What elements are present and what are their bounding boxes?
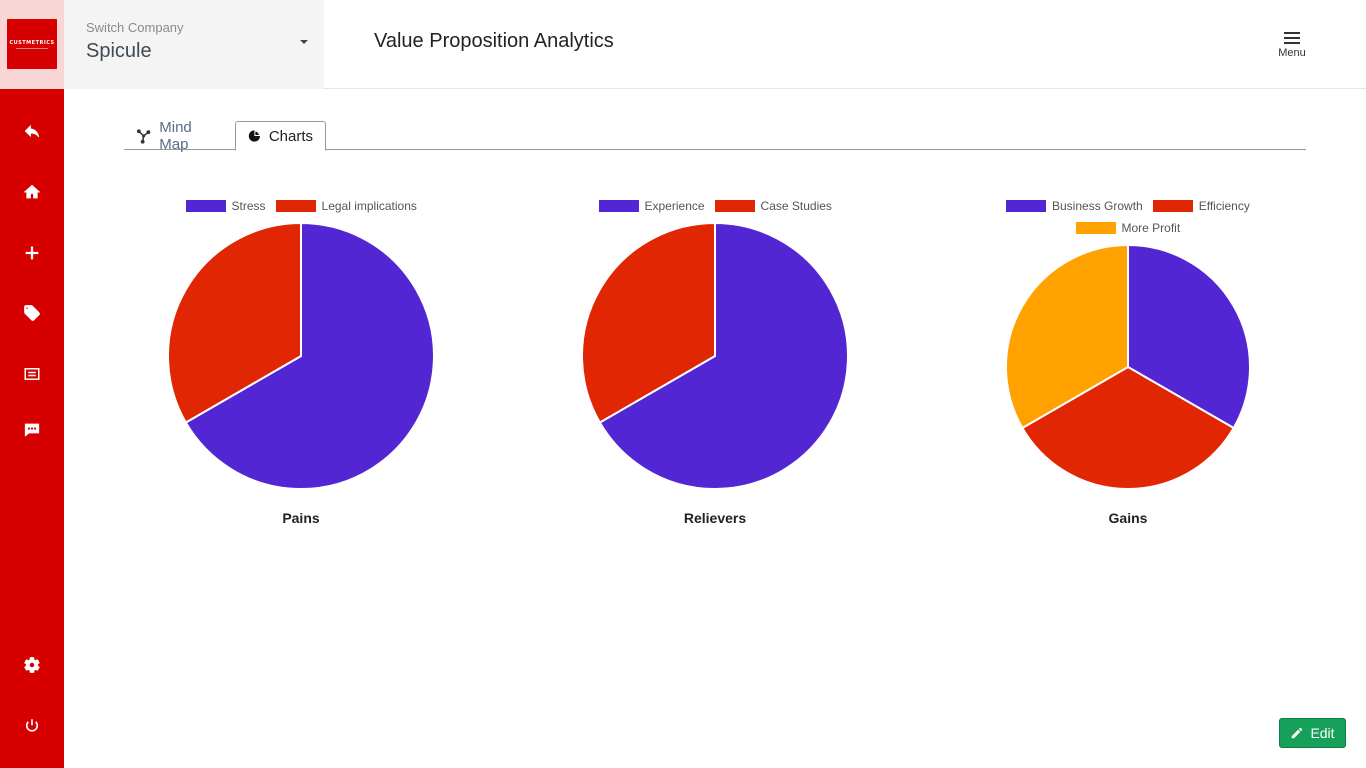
pie-chart-icon: [248, 130, 261, 142]
relievers-chart-title: Relievers: [683, 510, 747, 526]
relievers-slice-experience[interactable]: [598, 221, 849, 490]
menu-button[interactable]: Menu: [1272, 28, 1312, 68]
relievers-legend: Experience Case Studies: [598, 199, 832, 213]
tab-mind-map-label: Mind Map: [159, 118, 192, 153]
pencil-icon: [1292, 727, 1303, 739]
pains-pie-chart: [167, 221, 435, 490]
menu-label: Menu: [1278, 47, 1306, 59]
header: Value Proposition Analytics Menu: [324, 0, 1366, 89]
legend-label: Experience: [644, 199, 705, 213]
legend-swatch: [1006, 200, 1046, 212]
legend-swatch: [714, 200, 755, 212]
tag-icon[interactable]: [16, 297, 48, 329]
company-switcher[interactable]: Switch Company Spicule: [64, 0, 324, 89]
relievers-legend-item[interactable]: Case Studies: [714, 199, 832, 213]
gains-legend: Business Growth Efficiency: [1006, 199, 1250, 213]
document-icon[interactable]: [16, 358, 48, 390]
company-name: Spicule: [86, 40, 152, 62]
page-title: Value Proposition Analytics: [374, 30, 614, 52]
gains-slice-business-growth[interactable]: [1127, 243, 1251, 430]
tab-mind-map[interactable]: Mind Map: [124, 118, 234, 153]
home-icon[interactable]: [16, 176, 48, 208]
plus-icon[interactable]: [16, 237, 48, 269]
gains-legend: More Profit: [1075, 221, 1181, 235]
legend-swatch: [1152, 200, 1193, 212]
legend-label: Efficiency: [1198, 199, 1250, 213]
logo-container: CUSTMETRICS: [0, 0, 64, 89]
legend-label: More Profit: [1121, 221, 1181, 235]
legend-label: Business Growth: [1052, 199, 1143, 213]
chat-icon[interactable]: [16, 414, 48, 446]
power-icon[interactable]: [16, 710, 48, 742]
gains-legend-item[interactable]: Business Growth: [1006, 199, 1143, 213]
pains-legend-item[interactable]: Stress: [185, 199, 266, 213]
logo[interactable]: CUSTMETRICS: [7, 19, 57, 69]
pains-slice-stress[interactable]: [184, 221, 435, 490]
legend-label: Legal implications: [321, 199, 417, 213]
legend-swatch: [1075, 222, 1116, 234]
tab-bar: Mind Map Charts: [124, 118, 1306, 153]
legend-swatch: [185, 200, 226, 212]
gear-icon[interactable]: [16, 649, 48, 681]
edit-label: Edit: [1310, 725, 1335, 741]
legend-swatch: [598, 200, 639, 212]
pains-slice-legal-implications[interactable]: [167, 221, 302, 424]
gains-chart-title: Gains: [1108, 510, 1148, 526]
logo-text: CUSTMETRICS: [9, 39, 55, 46]
pains-legend: Stress Legal implications: [185, 199, 417, 213]
edit-button[interactable]: Edit: [1279, 718, 1346, 748]
pains-legend-item[interactable]: Legal implications: [275, 199, 417, 213]
legend-label: Case Studies: [760, 199, 832, 213]
sidebar: CUSTMETRICS: [0, 0, 64, 768]
back-arrow-icon[interactable]: [16, 115, 48, 147]
relievers-legend-item[interactable]: Experience: [598, 199, 705, 213]
chevron-down-icon[interactable]: [300, 40, 308, 44]
gains-slice-more-profit[interactable]: [1005, 243, 1129, 430]
tab-charts[interactable]: Charts: [235, 121, 326, 151]
gains-pie-chart: [1005, 243, 1251, 490]
pains-chart-title: Pains: [282, 510, 320, 526]
legend-label: Stress: [231, 199, 266, 213]
tab-charts-label: Charts: [268, 127, 313, 145]
mind-map-icon: [136, 128, 151, 144]
hamburger-icon: [1284, 32, 1300, 44]
gains-legend-item[interactable]: Efficiency: [1152, 199, 1250, 213]
relievers-slice-case-studies[interactable]: [581, 221, 716, 424]
switch-company-label: Switch Company: [86, 20, 184, 35]
logo-underline: [16, 47, 48, 49]
legend-swatch: [275, 200, 316, 212]
gains-legend-item[interactable]: More Profit: [1075, 221, 1181, 235]
relievers-pie-chart: [581, 221, 849, 490]
gains-slice-efficiency[interactable]: [1020, 365, 1236, 490]
